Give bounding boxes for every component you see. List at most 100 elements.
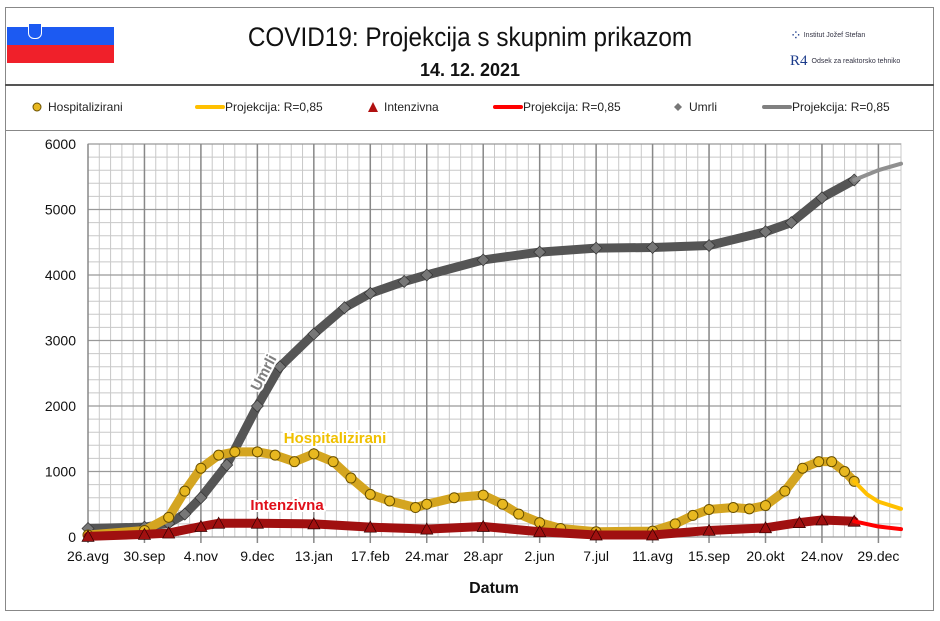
x-tick-label: 30.sep xyxy=(123,548,165,564)
data-point-hospitalizirani xyxy=(687,509,699,521)
legend-label: Projekcija: R=0,85 xyxy=(225,100,323,114)
data-point-intenzivna xyxy=(363,520,377,533)
line-swatch-icon xyxy=(493,105,523,109)
data-point-hospitalizirani xyxy=(308,448,320,460)
data-point-hospitalizirani xyxy=(813,456,825,468)
series-line-projekcija-r-0-85 xyxy=(852,161,903,183)
header-divider xyxy=(5,84,934,86)
annotation-intenzivna: Intenzivna xyxy=(250,497,324,514)
series-line-intenzivna xyxy=(83,515,859,541)
legend-label: Umrli xyxy=(689,100,717,114)
legend: Hospitalizirani Projekcija: R=0,85 Inten… xyxy=(0,100,940,118)
data-point-hospitalizirani xyxy=(448,492,460,504)
data-point-hospitalizirani xyxy=(727,502,739,514)
data-point-intenzivna xyxy=(81,529,95,542)
data-point-umrli xyxy=(533,245,547,259)
data-point-hospitalizirani xyxy=(513,508,525,520)
data-point-umrli xyxy=(702,239,716,253)
data-point-intenzivna xyxy=(792,515,806,528)
legend-label: Intenzivna xyxy=(384,100,439,114)
data-point-hospitalizirani xyxy=(409,502,421,514)
data-point-intenzivna xyxy=(137,527,152,540)
line-swatch-icon xyxy=(762,105,792,109)
legend-item-intenzivna: Intenzivna xyxy=(368,100,439,114)
x-tick-label: 20.okt xyxy=(746,548,784,564)
data-point-umrli xyxy=(476,253,490,267)
data-point-intenzivna xyxy=(162,526,176,539)
data-point-hospitalizirani xyxy=(269,449,281,461)
legend-item-umrli: Umrli xyxy=(673,100,717,114)
chart-date: 14. 12. 2021 xyxy=(419,60,521,80)
x-tick-label: 4.nov xyxy=(184,548,218,564)
y-tick-label: 5000 xyxy=(45,202,76,218)
data-point-hospitalizirani xyxy=(384,495,396,507)
data-point-hospitalizirani xyxy=(364,488,376,500)
chart-frame xyxy=(5,7,934,611)
legend-item-projekcija-umrli: Projekcija: R=0,85 xyxy=(762,100,890,114)
data-point-umrli xyxy=(337,301,351,315)
slovenia-flag xyxy=(7,20,114,63)
x-tick-label: 24.nov xyxy=(801,548,843,564)
data-point-intenzivna xyxy=(420,522,434,535)
data-point-intenzivna xyxy=(533,525,547,538)
legend-item-projekcija-int: Projekcija: R=0,85 xyxy=(493,100,621,114)
y-tick-label: 6000 xyxy=(45,136,76,152)
line-swatch-icon xyxy=(195,105,225,109)
data-point-hospitalizirani xyxy=(213,449,225,461)
x-tick-label: 15.sep xyxy=(688,548,730,564)
triangle-marker-icon xyxy=(368,102,378,112)
legend-label: Projekcija: R=0,85 xyxy=(792,100,890,114)
data-point-hospitalizirani xyxy=(327,456,339,468)
series-line-projekcija-r-0-85 xyxy=(852,479,903,511)
r4-logo-text: Odsek za reaktorsko tehniko xyxy=(811,58,901,65)
data-point-intenzivna xyxy=(212,516,226,529)
legend-label: Hospitalizirani xyxy=(48,100,123,114)
annotation-hospitalizirani: Hospitalizirani xyxy=(284,430,387,447)
x-tick-label: 24.mar xyxy=(405,548,449,564)
legend-label: Projekcija: R=0,85 xyxy=(523,100,621,114)
x-tick-label: 2.jun xyxy=(524,548,554,564)
data-point-hospitalizirani xyxy=(779,485,791,497)
legend-item-projekcija-hosp: Projekcija: R=0,85 xyxy=(195,100,323,114)
series-line-umrli xyxy=(83,175,859,533)
data-point-hospitalizirani xyxy=(345,472,357,484)
data-point-intenzivna xyxy=(589,528,603,541)
data-point-hospitalizirani xyxy=(195,462,207,474)
data-point-hospitalizirani xyxy=(229,446,241,458)
data-point-hospitalizirani xyxy=(163,511,175,523)
circle-marker-icon xyxy=(32,102,42,112)
x-tick-label: 9.dec xyxy=(240,548,274,564)
chart-title: COVID19: Projekcija s skupnim prikazom xyxy=(247,22,693,52)
y-tick-label: 1000 xyxy=(45,464,76,480)
data-point-intenzivna xyxy=(815,513,829,526)
series-line-projekcija-r-0-85 xyxy=(852,519,903,532)
data-point-hospitalizirani xyxy=(703,503,715,515)
x-tick-label: 11.avg xyxy=(632,548,673,564)
data-point-intenzivna xyxy=(476,519,490,532)
data-point-umrli xyxy=(397,275,411,289)
x-tick-label: 28.apr xyxy=(463,548,503,564)
y-tick-label: 2000 xyxy=(45,398,76,414)
x-tick-label: 29.dec xyxy=(857,548,899,564)
data-point-hospitalizirani xyxy=(669,518,681,530)
data-point-umrli xyxy=(759,225,772,239)
data-point-umrli xyxy=(646,240,660,254)
data-point-hospitalizirani xyxy=(421,498,433,510)
legend-item-hospitalizirani: Hospitalizirani xyxy=(32,100,123,114)
data-point-hospitalizirani xyxy=(497,498,509,510)
data-point-umrli xyxy=(420,268,434,282)
data-point-umrli xyxy=(307,327,321,341)
data-point-umrli xyxy=(220,458,234,472)
data-point-umrli xyxy=(363,286,377,300)
ijs-logo-text: Institut Jožef Stefan xyxy=(803,32,866,39)
data-point-intenzivna xyxy=(194,519,208,532)
data-point-intenzivna xyxy=(645,528,660,541)
r4-mark: R4 xyxy=(790,53,808,69)
legend-divider xyxy=(5,130,934,131)
data-point-umrli xyxy=(589,241,603,255)
y-tick-label: 3000 xyxy=(45,333,76,349)
data-point-umrli xyxy=(178,507,192,521)
x-tick-label: 26.avg xyxy=(67,548,109,564)
data-point-hospitalizirani xyxy=(826,456,838,468)
